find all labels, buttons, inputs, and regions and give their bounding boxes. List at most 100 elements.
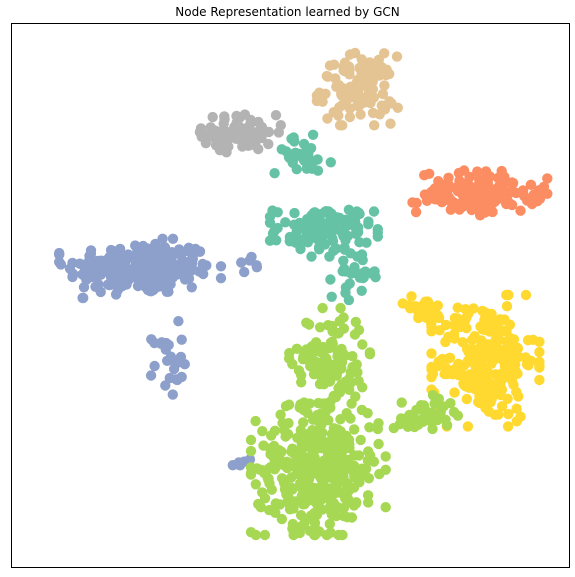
scatter-point [316,419,327,430]
scatter-point [430,409,441,421]
scatter-point [282,462,293,474]
scatter-point [78,282,90,293]
scatter-point [355,109,366,120]
scatter-point [426,371,437,383]
scatter-point [274,452,285,463]
scatter-point [334,120,346,131]
scatter-point [363,216,374,227]
scatter-point [372,224,383,235]
scatter-point [444,192,455,204]
scatter-point [360,463,372,474]
scatter-point [322,71,334,82]
scatter-point [336,357,348,368]
scatter-point [314,87,325,98]
scatter-point [519,191,530,202]
scatter-point [311,95,323,107]
scatter-point [325,274,336,285]
scatter-point [458,378,469,389]
scatter-point [194,266,205,277]
scatter-point [376,100,387,111]
scatter-point [351,206,363,217]
scatter-point [298,397,310,408]
scatter-point [364,347,376,358]
scatter-point [157,233,168,244]
scatter-point [324,518,335,530]
scatter-point [350,498,362,509]
scatter-point [257,426,268,437]
scatter-point [302,152,313,163]
scatter-point [327,326,338,337]
scatter-point [318,379,330,390]
scatter-point [497,325,509,337]
scatter-point [343,458,354,470]
scatter-point [368,456,380,467]
chart-title: Node Representation learned by GCN [175,5,400,19]
scatter-point [357,339,368,350]
scatter-point [495,315,506,327]
scatter-point [270,462,281,473]
scatter-point [263,138,274,150]
scatter-point [124,265,136,276]
scatter-point [407,417,418,428]
scatter-point [318,455,330,466]
scatter-point [276,513,288,525]
scatter-point [311,509,323,520]
scatter-point [167,389,178,400]
scatter-point [306,251,317,262]
scatter-point [464,197,476,209]
scatter-points [54,47,553,541]
scatter-point [433,393,444,404]
scatter-point [335,302,346,314]
scatter-point [426,348,437,359]
scatter-point [162,355,173,366]
scatter-point [419,170,430,181]
scatter-point [357,254,368,266]
scatter-point [508,379,519,390]
plot-area-frame [11,23,570,568]
scatter-point [317,302,328,314]
scatter-point [324,490,335,502]
scatter-point [379,80,390,91]
scatter-point [342,512,353,523]
scatter-point [297,495,309,507]
scatter-point [420,296,431,307]
scatter-point [313,232,324,243]
scatter-point [284,236,295,247]
scatter-point [115,258,127,269]
scatter-point [231,117,242,128]
scatter-point [179,359,190,370]
scatter-point [475,321,486,332]
scatter-point [448,329,460,340]
scatter-point [303,319,315,330]
scatter-point [279,475,290,487]
scatter-point [480,166,492,177]
scatter-point [338,312,349,323]
scatter-point [452,302,463,313]
scatter-point [315,365,327,376]
scatter-point [461,393,472,405]
scatter-point [534,336,545,347]
scatter-point [254,464,265,475]
scatter-point [250,479,261,490]
scatter-point [466,334,478,346]
scatter-point [368,206,380,217]
scatter-point [438,401,449,412]
scatter-point [336,100,347,111]
scatter-point [475,341,486,352]
scatter-point [472,183,483,194]
scatter-point [349,424,360,435]
scatter-point [392,102,403,114]
scatter-point [417,413,429,424]
scatter-point [358,77,369,88]
scatter-point [339,57,351,68]
scatter-point [447,369,458,380]
scatter-point [326,338,337,349]
scatter-point [396,397,407,408]
scatter-point [454,175,465,186]
scatter-point [200,138,212,149]
scatter-point [144,274,156,286]
scatter-point [534,346,545,358]
scatter-point [418,400,430,411]
scatter-point [350,316,361,328]
